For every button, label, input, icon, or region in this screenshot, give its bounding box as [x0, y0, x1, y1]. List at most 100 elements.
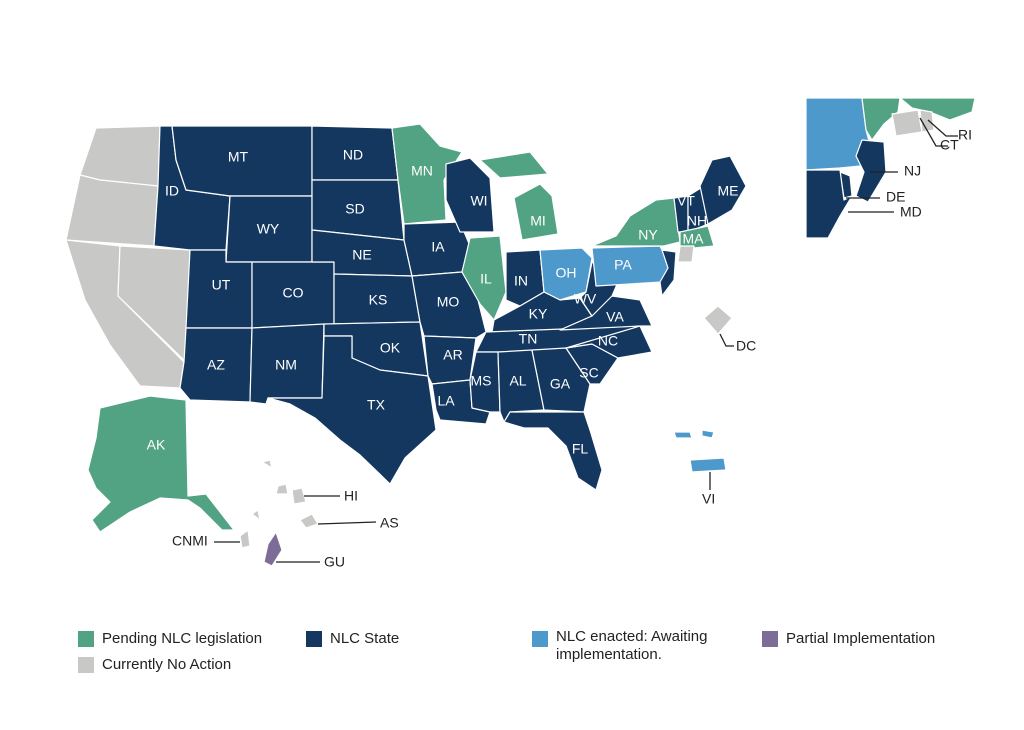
callout-leader-line — [719, 333, 734, 347]
state-wa — [79, 125, 161, 187]
state-mi — [479, 151, 559, 241]
callout-label-ct: CT — [940, 137, 959, 153]
inset-state-ct — [891, 109, 923, 137]
state-label-ia: IA — [431, 239, 445, 255]
state-ma — [679, 225, 715, 249]
state-label-ky: KY — [529, 306, 548, 322]
state-label-mi: MI — [530, 213, 546, 229]
state-label-ma: MA — [683, 231, 705, 247]
legend-label-partial: Partial Implementation — [786, 630, 936, 647]
state-label-ny: NY — [638, 227, 658, 243]
state-label-sc: SC — [579, 365, 598, 381]
inset-state-md — [805, 169, 853, 239]
state-fl — [503, 411, 603, 491]
state-pr — [673, 429, 715, 439]
legend-item-pending: Pending NLC legislation — [78, 630, 262, 648]
state-wi — [445, 157, 495, 233]
state-label-il: IL — [480, 271, 492, 287]
state-label-ks: KS — [369, 292, 388, 308]
callout-label-dc: DC — [736, 338, 756, 354]
state-label-me: ME — [718, 183, 739, 199]
inset-state-ri — [919, 109, 935, 133]
state-hi — [261, 459, 307, 505]
state-label-ut: UT — [212, 277, 231, 293]
state-label-ar: AR — [443, 347, 462, 363]
legend-swatch-nlc — [306, 631, 322, 647]
state-nj — [659, 249, 677, 297]
callout-label-de: DE — [886, 189, 905, 205]
state-or — [65, 174, 159, 247]
state-ga — [531, 347, 591, 413]
inset-state-nj — [855, 139, 887, 203]
state-label-nh: NH — [687, 213, 707, 229]
state-label-mt: MT — [228, 149, 249, 165]
legend-label-none: Currently No Action — [102, 656, 232, 673]
legend-item-partial: Partial Implementation — [762, 630, 935, 648]
legend-item-none: Currently No Action — [78, 656, 231, 674]
state-vi — [689, 457, 727, 473]
callout-label-vi: VI — [702, 491, 715, 507]
state-label-fl: FL — [572, 441, 589, 457]
state-label-pa: PA — [614, 257, 632, 273]
state-label-nm: NM — [275, 357, 297, 373]
state-label-wy: WY — [257, 221, 280, 237]
callout-label-ri: RI — [958, 127, 972, 143]
legend-item-nlc: NLC State — [306, 630, 399, 648]
state-label-wi: WI — [470, 193, 487, 209]
state-nc — [565, 325, 653, 359]
state-label-in: IN — [514, 273, 528, 289]
state-label-ne: NE — [352, 247, 371, 263]
callout-label-nj: NJ — [904, 163, 921, 179]
legend-label-pending: Pending NLC legislation — [102, 630, 263, 647]
legend-swatch-pending — [78, 631, 94, 647]
state-label-wv: WV — [574, 291, 597, 307]
northeast-inset — [804, 97, 980, 239]
callout-label-cnmi: CNMI — [172, 533, 208, 549]
legend-swatch-enacted — [532, 631, 548, 647]
state-as — [299, 513, 319, 529]
state-label-al: AL — [509, 373, 526, 389]
state-mn — [391, 123, 463, 225]
legend-swatch-partial — [762, 631, 778, 647]
state-label-vt: VT — [677, 193, 695, 209]
state-label-ak: AK — [147, 437, 166, 453]
state-label-la: LA — [437, 393, 455, 409]
state-ct — [677, 245, 695, 263]
state-label-oh: OH — [556, 265, 577, 281]
legend-swatch-none — [78, 657, 94, 673]
state-gu — [263, 531, 283, 567]
callout-leader-line — [317, 521, 377, 525]
state-label-va: VA — [606, 309, 624, 325]
inset-state-ma — [899, 97, 976, 121]
state-va — [559, 295, 653, 331]
state-label-tn: TN — [519, 331, 538, 347]
state-label-mn: MN — [411, 163, 433, 179]
state-label-ok: OK — [380, 340, 401, 356]
state-label-ga: GA — [550, 376, 571, 392]
callout-label-md: MD — [900, 204, 922, 220]
state-label-az: AZ — [207, 357, 225, 373]
state-cnmi — [239, 509, 261, 549]
state-label-tx: TX — [367, 397, 386, 413]
callouts: RI CT NJ DE MD DC VI HI AS CNMI GU — [172, 117, 972, 570]
callout-leader-line — [927, 119, 958, 137]
state-tx — [267, 335, 437, 485]
state-label-sd: SD — [345, 201, 364, 217]
state-label-ms: MS — [471, 373, 492, 389]
state-ak — [87, 395, 235, 533]
state-label-co: CO — [283, 285, 304, 301]
state-label-nc: NC — [598, 333, 618, 349]
legend-label-nlc: NLC State — [330, 630, 400, 647]
legend-label-enacted: NLC enacted: Awaiting implementation. — [556, 628, 708, 663]
state-dc — [703, 305, 733, 335]
state-me — [699, 155, 747, 225]
callout-label-as: AS — [380, 515, 399, 531]
state-label-id: ID — [165, 183, 179, 199]
callout-label-gu: GU — [324, 554, 345, 570]
state-ny — [591, 197, 681, 247]
state-pa — [591, 245, 673, 287]
callout-label-hi: HI — [344, 488, 358, 504]
callout-leader-line — [919, 117, 948, 147]
state-label-mo: MO — [437, 294, 460, 310]
legend-item-enacted: NLC enacted: Awaiting implementation. — [532, 628, 732, 664]
